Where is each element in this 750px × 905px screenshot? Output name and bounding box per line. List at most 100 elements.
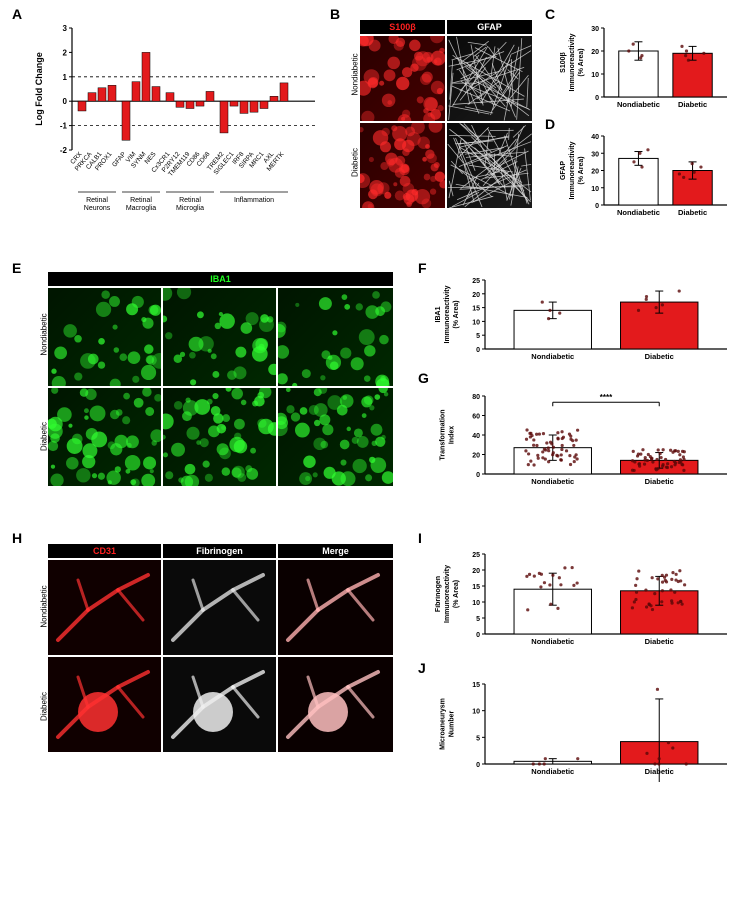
panel-h-img-1 <box>48 560 161 655</box>
svg-text:-2: -2 <box>60 146 68 155</box>
svg-text:Neurons: Neurons <box>84 205 111 212</box>
svg-text:2: 2 <box>63 48 68 57</box>
svg-text:5: 5 <box>476 333 480 340</box>
svg-text:25: 25 <box>472 278 480 285</box>
svg-text:IBA1: IBA1 <box>435 306 442 322</box>
svg-text:Nondiabetic: Nondiabetic <box>531 352 574 361</box>
svg-text:15: 15 <box>472 584 480 591</box>
svg-text:Number: Number <box>449 711 456 738</box>
panel-e-img-2 <box>163 288 276 386</box>
panel-g-chart: 020406080TransformationIndexNondiabeticD… <box>435 382 735 492</box>
svg-text:30: 30 <box>591 26 599 33</box>
svg-text:20: 20 <box>591 49 599 56</box>
svg-text:Immunoreactivity: Immunoreactivity <box>569 33 576 91</box>
svg-text:0: 0 <box>595 203 599 210</box>
panel-label-f: F <box>418 260 427 276</box>
svg-text:Diabetic: Diabetic <box>645 767 674 776</box>
svg-text:20: 20 <box>591 169 599 176</box>
svg-text:Diabetic: Diabetic <box>645 477 674 486</box>
svg-text:25: 25 <box>472 552 480 559</box>
panel-d-chart: 010203040GFAPImmunoreactivity(% Area)Non… <box>560 128 735 223</box>
panel-b-img-nd-gfap <box>447 36 532 121</box>
svg-text:40: 40 <box>591 134 599 141</box>
panel-b-row-nondiabetic: Nondiabetic <box>351 45 360 105</box>
panel-j-chart: 051015MicroaneurysmNumberNondiabeticDiab… <box>435 672 735 782</box>
svg-text:Fibrinogen: Fibrinogen <box>435 576 442 612</box>
svg-text:0: 0 <box>595 95 599 102</box>
svg-text:Diabetic: Diabetic <box>645 352 674 361</box>
panel-b-header-s100b: S100β <box>360 20 445 34</box>
svg-text:5: 5 <box>476 735 480 742</box>
panel-label-i: I <box>418 530 422 546</box>
panel-f-chart: 0 5 10 15 20 25 IBA1Immunoreactivity(% Area) No… <box>435 272 735 367</box>
panel-label-e: E <box>12 260 21 276</box>
panel-i-chart: 0 5 10 15 20 25 FibrinogenImmunoreactivity(% A… <box>435 542 735 652</box>
svg-text:10: 10 <box>591 186 599 193</box>
svg-text:5: 5 <box>476 616 480 623</box>
panel-h-img-6 <box>278 657 393 752</box>
panel-h-header-merge: Merge <box>278 544 393 558</box>
svg-text:Macroglia: Macroglia <box>126 205 156 212</box>
svg-text:40: 40 <box>472 433 480 440</box>
svg-text:(% Area): (% Area) <box>453 580 460 608</box>
svg-text:Immunoreactivity: Immunoreactivity <box>444 565 451 623</box>
svg-text:20: 20 <box>472 292 480 299</box>
panel-b-row-diabetic: Diabetic <box>351 133 360 193</box>
panel-label-g: G <box>418 370 429 386</box>
svg-text:0: 0 <box>63 97 68 106</box>
panel-e-header: IBA1 <box>48 272 393 286</box>
panel-label-b: B <box>330 6 340 22</box>
panel-e-img-4 <box>48 388 161 486</box>
svg-text:3: 3 <box>63 24 68 33</box>
svg-text:(% Area): (% Area) <box>578 48 585 76</box>
panel-label-j: J <box>418 660 426 676</box>
svg-text:Retinal: Retinal <box>130 197 152 204</box>
panel-b-header-gfap: GFAP <box>447 20 532 34</box>
svg-text:GFAP: GFAP <box>560 161 567 180</box>
svg-text:Diabetic: Diabetic <box>678 100 707 109</box>
svg-text:Immunoreactivity: Immunoreactivity <box>444 285 451 343</box>
svg-text:30: 30 <box>591 151 599 158</box>
svg-text:Microglia: Microglia <box>176 205 204 212</box>
svg-text:-1: -1 <box>60 122 68 131</box>
svg-text:S100β: S100β <box>560 51 567 72</box>
svg-text:Microaneurysm: Microaneurysm <box>440 698 447 750</box>
svg-text:Log Fold Change: Log Fold Change <box>34 52 44 126</box>
svg-text:80: 80 <box>472 394 480 401</box>
svg-text:Retinal: Retinal <box>86 197 108 204</box>
svg-text:Index: Index <box>449 426 456 444</box>
svg-text:0: 0 <box>476 762 480 769</box>
svg-text:Diabetic: Diabetic <box>678 208 707 217</box>
panel-a-chart: -2-10123Log Fold ChangeCRXPRKCACALB1PROX… <box>30 20 320 220</box>
panel-b-img-nd-s100b <box>360 36 445 121</box>
svg-text:10: 10 <box>472 600 480 607</box>
svg-text:(% Area): (% Area) <box>453 300 460 328</box>
svg-text:15: 15 <box>472 682 480 689</box>
svg-text:0: 0 <box>476 632 480 639</box>
svg-text:20: 20 <box>472 568 480 575</box>
panel-c-chart: 0 10 20 30 S100βImmunoreactivity(% Area) Nond… <box>560 20 735 115</box>
svg-text:Nondiabetic: Nondiabetic <box>531 637 574 646</box>
svg-text:Retinal: Retinal <box>179 197 201 204</box>
panel-label-d: D <box>545 116 555 132</box>
panel-h-img-3 <box>278 560 393 655</box>
panel-h-img-2 <box>163 560 276 655</box>
svg-text:Nondiabetic: Nondiabetic <box>617 100 660 109</box>
svg-text:1: 1 <box>63 73 68 82</box>
svg-text:10: 10 <box>472 709 480 716</box>
svg-text:15: 15 <box>472 306 480 313</box>
svg-text:60: 60 <box>472 414 480 421</box>
svg-text:10: 10 <box>472 319 480 326</box>
panel-label-c: C <box>545 6 555 22</box>
svg-text:Transformation: Transformation <box>440 410 447 461</box>
svg-text:10: 10 <box>591 72 599 79</box>
svg-text:20: 20 <box>472 453 480 460</box>
panel-h-header-cd31: CD31 <box>48 544 161 558</box>
svg-text:0: 0 <box>476 347 480 354</box>
panel-e-img-6 <box>278 388 393 486</box>
svg-text:Nondiabetic: Nondiabetic <box>617 208 660 217</box>
panel-h-img-5 <box>163 657 276 752</box>
svg-text:0: 0 <box>476 472 480 479</box>
panel-h-header-fib: Fibrinogen <box>163 544 276 558</box>
svg-text:Inflammation: Inflammation <box>234 197 274 204</box>
